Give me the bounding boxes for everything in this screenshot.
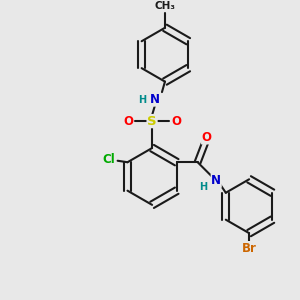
Text: CH₃: CH₃ xyxy=(154,1,176,11)
Text: O: O xyxy=(202,131,212,144)
Text: Br: Br xyxy=(242,242,256,255)
Text: H: H xyxy=(200,182,208,192)
Text: O: O xyxy=(171,115,181,128)
Text: H: H xyxy=(139,94,147,105)
Text: N: N xyxy=(211,174,221,187)
Text: O: O xyxy=(123,115,133,128)
Text: N: N xyxy=(150,93,160,106)
Text: S: S xyxy=(147,115,157,128)
Text: Cl: Cl xyxy=(102,153,115,166)
